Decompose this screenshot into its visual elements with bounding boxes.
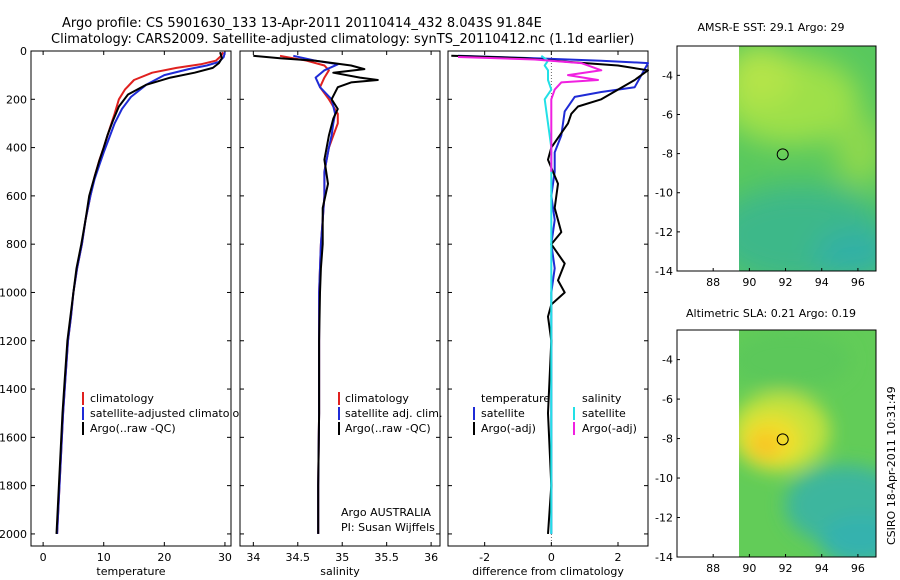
x-tick-label: 36 xyxy=(424,551,438,564)
temperature-legend: climatology satellite-adjusted climatolo… xyxy=(82,392,253,435)
y-tick-label: 600 xyxy=(6,190,27,203)
difference-axes-frame xyxy=(447,50,649,547)
series-line-temperature-argo-adj xyxy=(451,54,649,534)
map-y-tick-label: -6 xyxy=(662,393,673,406)
x-tick-label: 0 xyxy=(548,551,555,564)
title-line-1: Argo profile: CS 5901630_133 13-Apr-2011… xyxy=(62,16,542,31)
x-tick-label: 34 xyxy=(246,551,260,564)
map-y-tick-label: -14 xyxy=(655,265,673,278)
salinity-xlabel: salinity xyxy=(320,565,360,578)
sst-map-title: AMSR-E SST: 29.1 Argo: 29 xyxy=(697,21,844,34)
map-x-tick-label: 94 xyxy=(815,562,829,575)
argo-float-location-marker xyxy=(776,148,789,161)
x-tick-label: 20 xyxy=(157,551,171,564)
temperature-panel: 0 200 400 600 800 1000 1200 1400 1600 1800 2000 0 1… xyxy=(0,45,253,578)
sst-map: AMSR-E SST: 29.1 Argo: 29 88 90 92 94 96 -4 -6… xyxy=(655,21,877,289)
map-y-tick-label: -8 xyxy=(662,148,673,161)
map-x-tick-label: 94 xyxy=(815,276,829,289)
map-y-tick-label: -8 xyxy=(662,433,673,446)
legend-sal-satellite: satellite xyxy=(582,407,626,420)
map-y-tick-label: -14 xyxy=(655,551,673,564)
map-y-tick-label: -10 xyxy=(655,187,673,200)
legend-satellite-adjusted: satellite-adjusted climatology xyxy=(90,407,253,420)
map-y-tick-label: -4 xyxy=(662,69,673,82)
series-line-salinity-argo-adj xyxy=(457,56,603,172)
x-tick-label: 2 xyxy=(615,551,622,564)
y-tick-label: 200 xyxy=(6,93,27,106)
sst-heatmap-field xyxy=(739,46,876,271)
x-tick-label: 30 xyxy=(218,551,232,564)
difference-xlabel: difference from climatology xyxy=(472,565,624,578)
argo-float-location-marker xyxy=(776,433,789,446)
map-x-tick-label: 88 xyxy=(706,562,720,575)
x-tick-label: 34.5 xyxy=(286,551,311,564)
map-y-tick-label: -12 xyxy=(655,226,673,239)
series-line-argo-raw-qc xyxy=(253,54,379,534)
map-x-tick-label: 90 xyxy=(742,276,756,289)
sla-heatmap-field xyxy=(739,330,876,557)
map-x-tick-label: 96 xyxy=(851,562,865,575)
x-tick-label: 35.5 xyxy=(374,551,399,564)
difference-legend: temperature satellite Argo(-adj) salinit… xyxy=(473,392,637,435)
y-tick-label: 1800 xyxy=(0,480,27,493)
series-line-argo-raw-qc xyxy=(55,51,223,534)
y-tick-label: 1000 xyxy=(0,286,27,299)
sla-map: Altimetric SLA: 0.21 Argo: 0.19 88 90 92 94… xyxy=(655,307,877,575)
map-x-tick-label: 88 xyxy=(706,276,720,289)
map-y-tick-label: -4 xyxy=(662,354,673,367)
y-tick-label: 0 xyxy=(20,45,27,58)
y-tick-label: 1600 xyxy=(0,431,27,444)
legend-argo: Argo(..raw -QC) xyxy=(345,422,431,435)
salinity-panel: 34 34.5 35 35.5 36 salinity climatology sate… xyxy=(239,50,442,578)
y-tick-label: 400 xyxy=(6,142,27,155)
y-tick-label: 800 xyxy=(6,238,27,251)
legend-salinity-title: salinity xyxy=(582,392,622,405)
sla-map-frame xyxy=(676,329,877,558)
x-tick-label: 35 xyxy=(335,551,349,564)
map-y-tick-label: -12 xyxy=(655,512,673,525)
legend-climatology: climatology xyxy=(345,392,409,405)
map-y-tick-label: -6 xyxy=(662,108,673,121)
sst-map-frame xyxy=(676,45,877,272)
legend-temperature-title: temperature xyxy=(481,392,550,405)
map-x-tick-label: 92 xyxy=(779,562,793,575)
difference-panel: -2 0 2 difference from climatology tempera… xyxy=(447,50,649,578)
annotation-argo-australia: Argo AUSTRALIA xyxy=(341,506,431,519)
legend-sal-argo: Argo(-adj) xyxy=(582,422,637,435)
annotation-pi: PI: Susan Wijffels xyxy=(341,521,435,534)
salinity-axes-frame xyxy=(239,50,441,547)
map-x-tick-label: 92 xyxy=(779,276,793,289)
side-timestamp-label: CSIRO 18-Apr-2011 10:31:49 xyxy=(885,386,898,545)
title-line-2: Climatology: CARS2009. Satellite-adjuste… xyxy=(51,32,634,47)
y-tick-label: 1400 xyxy=(0,383,27,396)
map-y-tick-label: -10 xyxy=(655,472,673,485)
x-tick-label: 0 xyxy=(40,551,47,564)
x-tick-label: 10 xyxy=(97,551,111,564)
legend-argo: Argo(..raw -QC) xyxy=(90,422,176,435)
temperature-axes-frame xyxy=(30,50,232,547)
legend-temp-argo: Argo(-adj) xyxy=(481,422,536,435)
map-x-tick-label: 96 xyxy=(851,276,865,289)
legend-satellite-adj: satellite adj. clim. xyxy=(345,407,442,420)
y-tick-label: 1200 xyxy=(0,335,27,348)
x-tick-label: -2 xyxy=(479,551,490,564)
legend-temp-satellite: satellite xyxy=(481,407,525,420)
y-tick-label: 2000 xyxy=(0,528,27,541)
temperature-xlabel: temperature xyxy=(96,565,165,578)
sla-map-title: Altimetric SLA: 0.21 Argo: 0.19 xyxy=(686,307,856,320)
salinity-legend: climatology satellite adj. clim. Argo(..… xyxy=(338,392,442,534)
legend-climatology: climatology xyxy=(90,392,154,405)
map-x-tick-label: 90 xyxy=(742,562,756,575)
